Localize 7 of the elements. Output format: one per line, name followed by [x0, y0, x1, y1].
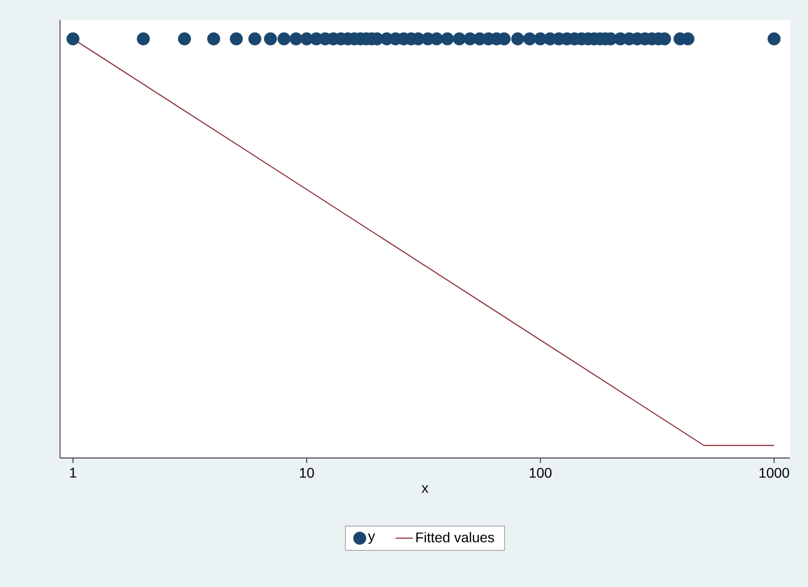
x-axis-title: x [422, 485, 428, 493]
legend-label: y [368, 533, 376, 544]
x-tick-label: 1000 [760, 468, 790, 478]
x-tick-label: 100 [530, 468, 552, 478]
x-tick-label: 10 [300, 468, 314, 478]
x-tick-label: 1 [70, 468, 76, 478]
legend-label: Fitted values [416, 532, 494, 542]
